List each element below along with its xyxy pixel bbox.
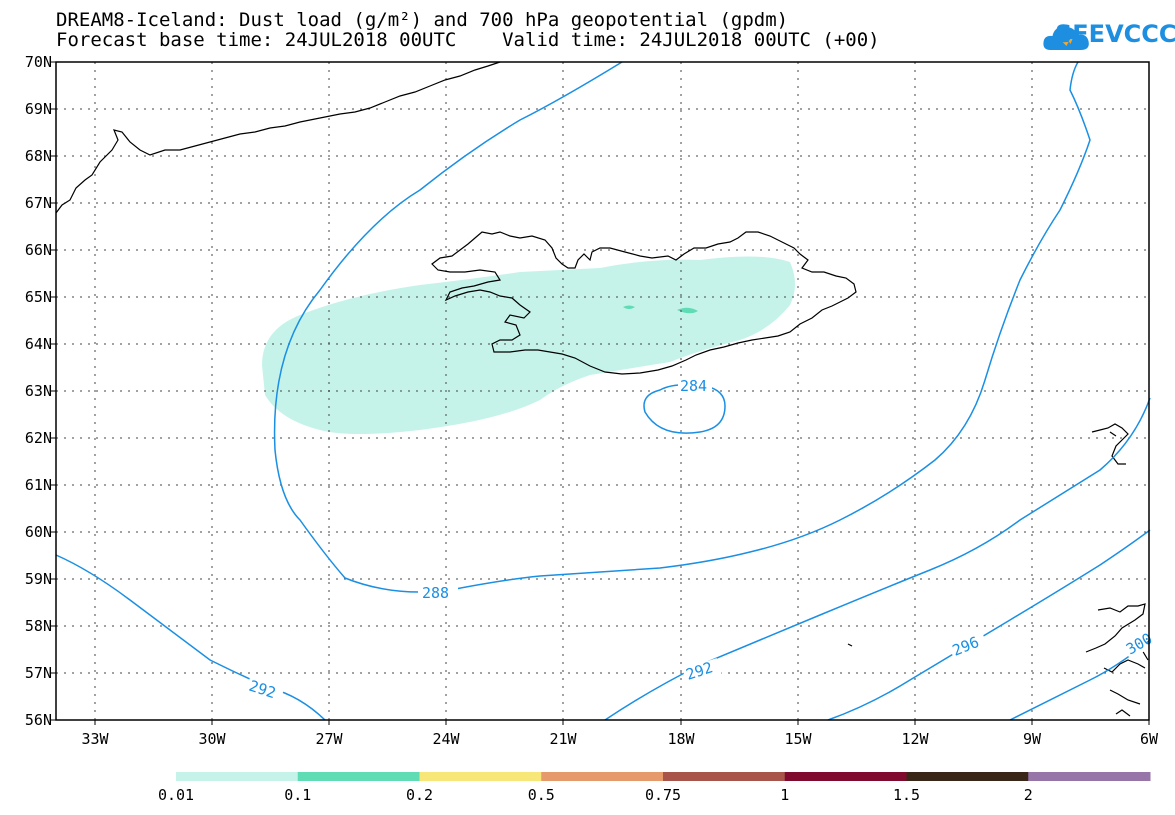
dust-area-mid-2	[677, 307, 698, 314]
lat-label: 61N	[25, 476, 52, 494]
coastlines	[55, 61, 1149, 717]
lat-label: 67N	[25, 194, 52, 212]
latitude-ticks	[51, 61, 56, 721]
iceland-coast	[431, 231, 857, 375]
colorbar-label: 0.5	[528, 786, 555, 804]
lat-label: 60N	[25, 523, 52, 541]
contour-292-west	[55, 554, 326, 721]
dust-area-mid-1	[623, 305, 635, 309]
lat-label: 59N	[25, 570, 52, 588]
logo-text: SEEVCCC	[1055, 20, 1175, 48]
longitude-ticks	[94, 720, 1150, 725]
lat-label: 56N	[25, 711, 52, 729]
greenland-coast	[55, 61, 501, 214]
lat-label: 70N	[25, 53, 52, 71]
faroe-islands	[1091, 423, 1129, 465]
colorbar-segment	[541, 772, 664, 781]
lon-label: 9W	[1023, 730, 1042, 748]
islet	[847, 643, 853, 647]
lon-label: 6W	[1140, 730, 1159, 748]
lon-label: 18W	[667, 730, 695, 748]
colorbar-label: 1	[780, 786, 789, 804]
longitude-labels: 33W 30W 27W 24W 21W 18W 15W 12W 9W 6W	[81, 730, 1159, 748]
colorbar-segment	[419, 772, 542, 781]
contour-label-284: 284	[680, 377, 707, 395]
geopotential-contours	[55, 61, 1151, 721]
colorbar-segment	[176, 772, 299, 781]
colorbar-segment	[906, 772, 1029, 781]
lon-label: 12W	[901, 730, 929, 748]
lon-label: 30W	[198, 730, 226, 748]
lon-label: 15W	[784, 730, 812, 748]
lat-label: 64N	[25, 335, 52, 353]
lat-label: 63N	[25, 382, 52, 400]
lat-label: 62N	[25, 429, 52, 447]
lat-label: 58N	[25, 617, 52, 635]
latitude-labels: 70N 69N 68N 67N 66N 65N 64N 63N 62N 61N 60N 59N 58N 5…	[25, 53, 52, 729]
colorbar-segment	[784, 772, 907, 781]
contour-label-292-west: 292	[247, 677, 278, 702]
lat-label: 69N	[25, 100, 52, 118]
colorbar-segment	[1028, 772, 1151, 781]
colorbar: 0.01 0.1 0.2 0.5 0.75 1 1.5 2	[158, 772, 1151, 804]
contour-label-292-east: 292	[684, 658, 715, 683]
colorbar-label: 0.01	[158, 786, 194, 804]
colorbar-label: 2	[1024, 786, 1033, 804]
map-subtitle: Forecast base time: 24JUL2018 00UTC Vali…	[56, 29, 880, 51]
lat-label: 65N	[25, 288, 52, 306]
lon-label: 27W	[315, 730, 343, 748]
lon-label: 33W	[81, 730, 109, 748]
map-title: DREAM8-Iceland: Dust load (g/m²) and 700…	[56, 9, 789, 31]
colorbar-label: 1.5	[893, 786, 920, 804]
colorbar-label: 0.1	[284, 786, 311, 804]
colorbar-label: 0.75	[645, 786, 681, 804]
dust-area-low	[262, 256, 795, 434]
contour-288	[273, 61, 1091, 593]
lon-label: 24W	[432, 730, 460, 748]
contour-296	[827, 529, 1151, 721]
cloud-icon	[1043, 26, 1089, 50]
contour-284	[643, 383, 726, 434]
dust-shading	[262, 256, 795, 434]
colorbar-segment	[297, 772, 420, 781]
colorbar-segment	[663, 772, 786, 781]
lon-label: 21W	[549, 730, 577, 748]
scotland-coast	[1085, 603, 1149, 717]
lat-label: 66N	[25, 241, 52, 259]
lat-label: 68N	[25, 147, 52, 165]
gridlines	[56, 62, 1149, 720]
contour-label-288: 288	[422, 584, 449, 602]
colorbar-label: 0.2	[406, 786, 433, 804]
lat-label: 57N	[25, 664, 52, 682]
